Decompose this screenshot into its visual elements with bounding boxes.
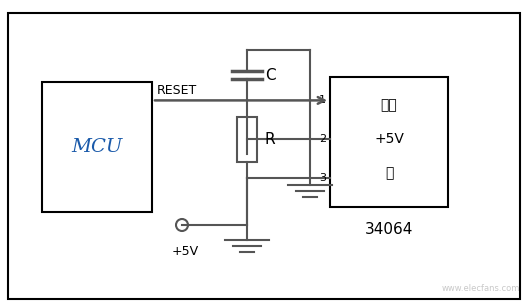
Text: 34064: 34064 [365, 221, 413, 236]
Text: +5V: +5V [374, 132, 404, 146]
Text: 2: 2 [319, 134, 326, 144]
Text: +5V: +5V [172, 245, 199, 258]
Text: 3: 3 [319, 173, 326, 183]
Text: MCU: MCU [71, 138, 122, 156]
Text: 1: 1 [319, 95, 326, 105]
Text: 地: 地 [385, 166, 393, 180]
Bar [330, 77, 448, 207]
Bar [237, 117, 257, 162]
Bar [42, 82, 152, 212]
Text: RESET: RESET [157, 84, 197, 97]
Text: www.elecfans.com: www.elecfans.com [441, 284, 520, 293]
Text: R: R [265, 132, 276, 147]
Text: C: C [265, 68, 276, 83]
Text: 输出: 输出 [381, 99, 398, 113]
